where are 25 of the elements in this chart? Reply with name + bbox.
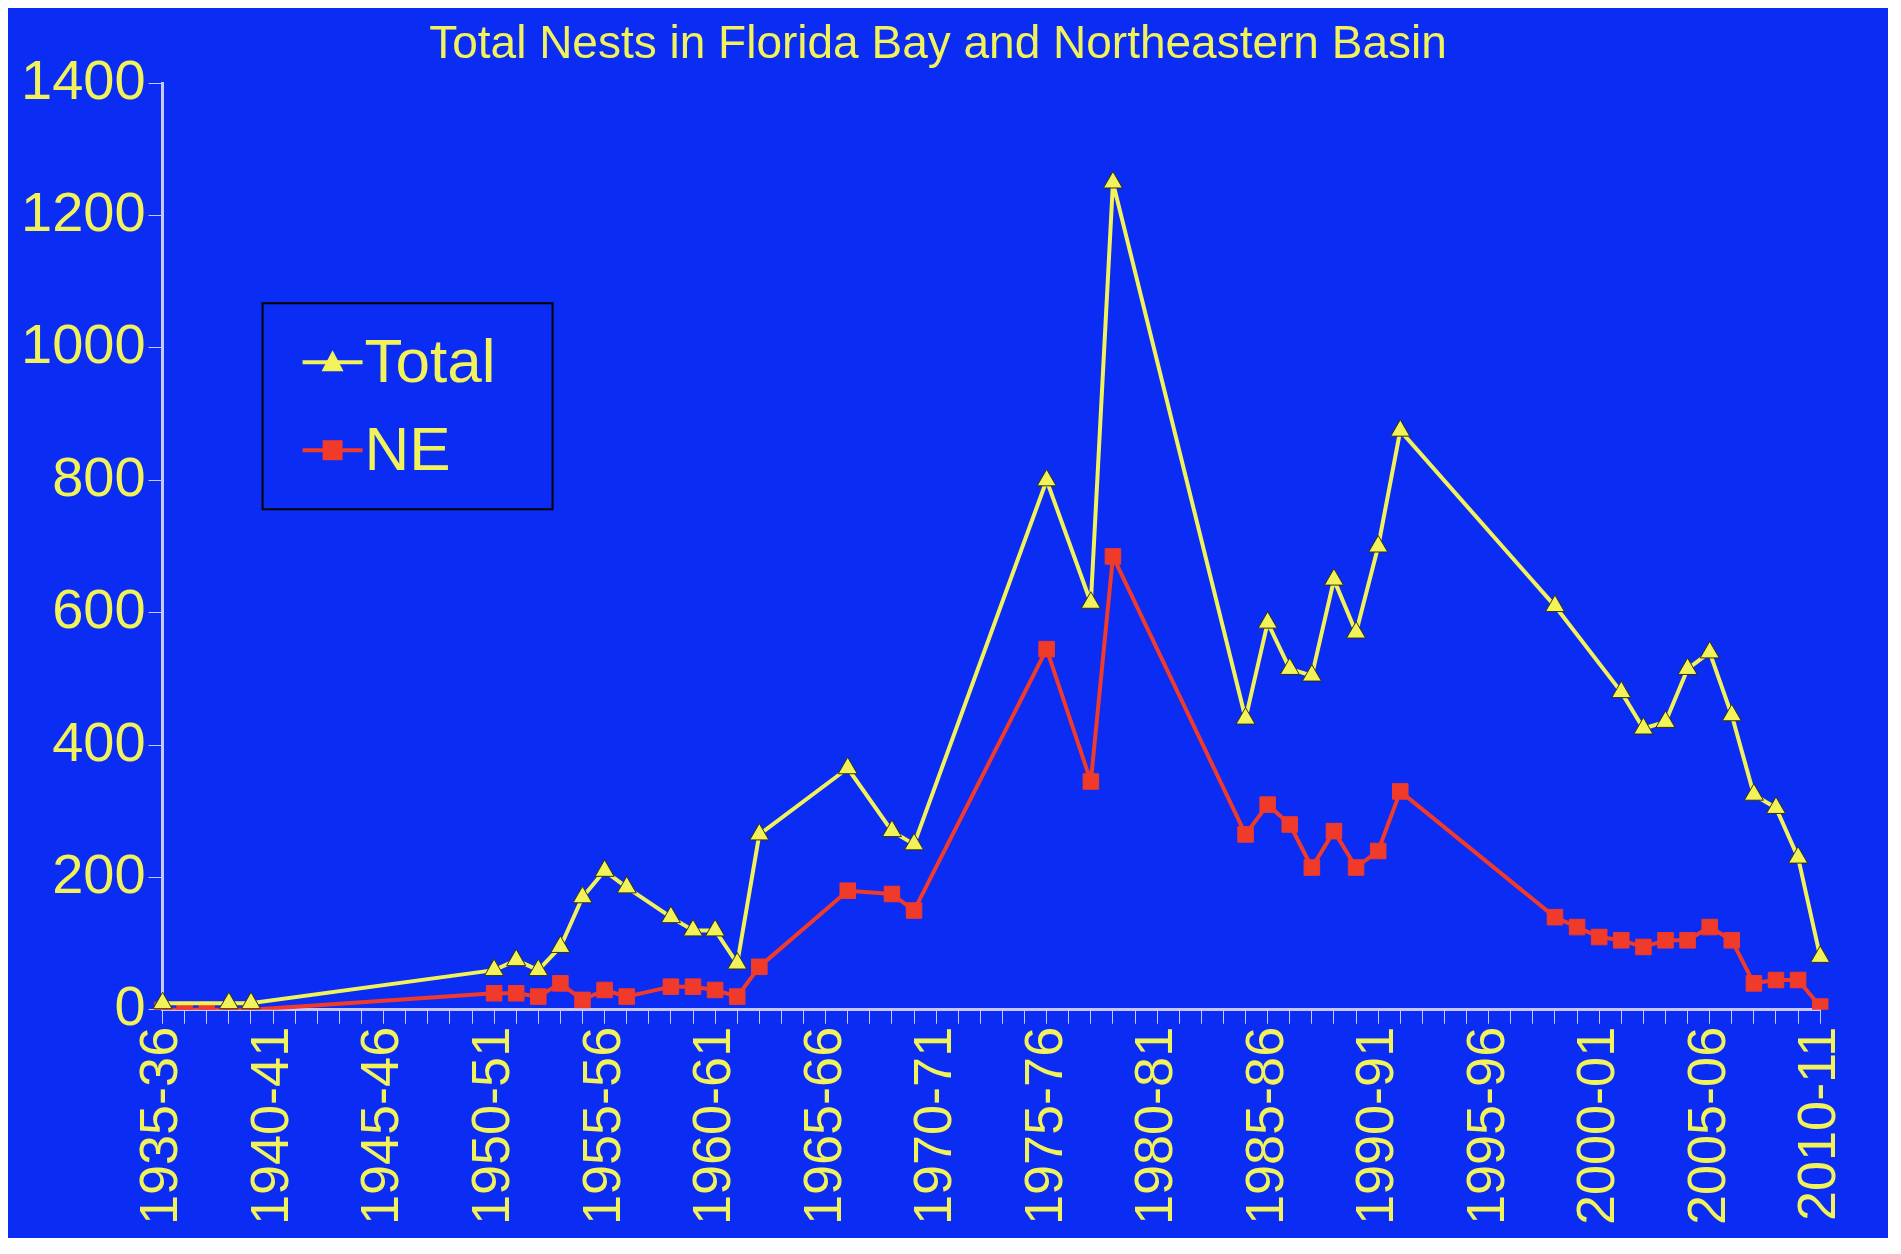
x-tick-label: 2005-06 bbox=[1675, 1026, 1736, 1226]
x-tick-label: 2000-01 bbox=[1565, 1026, 1626, 1226]
chart-title: Total Nests in Florida Bay and Northeastern Basin bbox=[429, 16, 1447, 69]
y-tick-label: 200 bbox=[52, 841, 146, 905]
x-tick-label: 1995-96 bbox=[1454, 1026, 1515, 1226]
y-tick-label: 1000 bbox=[21, 312, 146, 376]
x-tick-label: 1940-41 bbox=[238, 1026, 299, 1226]
x-tick-label: 1960-61 bbox=[681, 1026, 742, 1226]
x-tick-label: 1945-46 bbox=[349, 1026, 410, 1226]
x-tick-label: 1980-81 bbox=[1123, 1026, 1184, 1226]
x-tick-label: 1970-71 bbox=[902, 1026, 963, 1226]
y-tick-label: 600 bbox=[52, 577, 146, 641]
x-tick-label: 1950-51 bbox=[459, 1026, 520, 1226]
legend-label: Total bbox=[364, 326, 496, 396]
y-tick-label: 1400 bbox=[21, 47, 146, 111]
x-tick-label: 1990-91 bbox=[1344, 1026, 1405, 1226]
y-tick-label: 800 bbox=[52, 444, 146, 508]
x-tick-label: 1965-66 bbox=[791, 1026, 852, 1226]
y-tick-label: 400 bbox=[52, 709, 146, 773]
y-tick-label: 1200 bbox=[21, 180, 146, 244]
x-tick-label: 1975-76 bbox=[1012, 1026, 1073, 1226]
legend-label: NE bbox=[364, 414, 451, 484]
x-tick-label: 2010-11 bbox=[1786, 1026, 1847, 1221]
x-tick-label: 1985-86 bbox=[1233, 1026, 1294, 1226]
x-tick-label: 1955-56 bbox=[570, 1026, 631, 1226]
